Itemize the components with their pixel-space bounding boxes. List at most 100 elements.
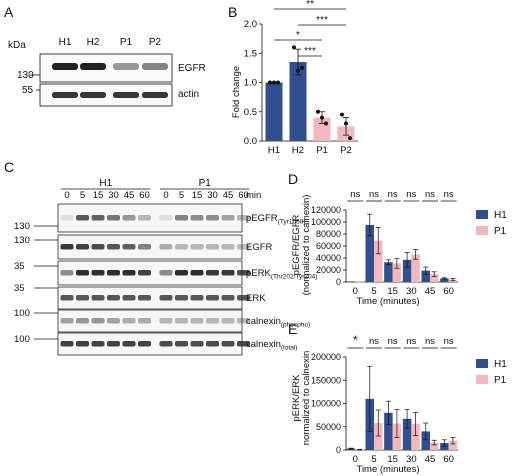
chart-e-sig-label-1: ns bbox=[369, 336, 379, 347]
panel-c-band-3-lane-2 bbox=[91, 295, 105, 301]
panel-c-band-3-lane-4 bbox=[122, 295, 136, 301]
panel-c-band-3-lane-8 bbox=[190, 295, 204, 301]
chart-d-ylabel2: (normalized to calnexin) bbox=[301, 195, 312, 296]
chart-d-ytick-label-6: 120000 bbox=[311, 205, 341, 215]
panel-c-timepoint-9: 30 bbox=[207, 190, 218, 201]
chart-e-bar-p1-30 bbox=[411, 423, 420, 450]
panel-c-timepoint-6: 0 bbox=[163, 190, 168, 201]
chart-b-sig-label-1: *** bbox=[316, 15, 328, 26]
panel-a-actin-band-h1 bbox=[52, 92, 78, 98]
panel-c-band-label-3: ERK bbox=[246, 293, 266, 304]
chart-d-xtick-label-60: 60 bbox=[443, 286, 454, 297]
chart-b-ytick-label-3: 1.5 bbox=[244, 48, 257, 59]
panel-a-actin-band-p1 bbox=[113, 92, 139, 98]
panel-a-lane-label-h1: H1 bbox=[59, 37, 72, 48]
panel-c-band-sub-5: (total) bbox=[281, 345, 298, 352]
panel-c-band-2-lane-5 bbox=[138, 270, 151, 276]
panel-c-group-p1: P1 bbox=[199, 178, 212, 189]
chart-d-xtick-label-30: 30 bbox=[406, 286, 417, 297]
panel-a-actin-band-p2 bbox=[142, 92, 168, 98]
panel-c-timepoint-2: 15 bbox=[93, 190, 104, 201]
chart-b-point-2-2 bbox=[324, 121, 328, 126]
panel-c-marker-5: 100 bbox=[14, 334, 30, 345]
panel-c-band-5-lane-6 bbox=[159, 341, 173, 347]
panel-c-band-4-lane-2 bbox=[91, 318, 105, 324]
chart-d-sig-label-3: ns bbox=[406, 189, 416, 200]
panel-c-band-0-lane-11 bbox=[237, 215, 250, 221]
panel-c-band-5-lane-1 bbox=[76, 341, 89, 347]
chart-e-sig-label-4: ns bbox=[425, 336, 435, 347]
panel-c-band-5-lane-0 bbox=[60, 341, 74, 347]
chart-e-xtick-label-30: 30 bbox=[406, 454, 417, 465]
chart-e-ylabel2: normalized to calnexin bbox=[301, 351, 312, 446]
chart-e-bar-p1-5 bbox=[374, 423, 383, 450]
panel-c-band-5-lane-9 bbox=[206, 341, 219, 347]
panel-a-actin-band-h2 bbox=[80, 92, 106, 98]
panel-c-band-5-lane-11 bbox=[237, 341, 250, 347]
panel-c-band-1-lane-7 bbox=[175, 244, 188, 250]
panel-c-band-1-lane-2 bbox=[91, 244, 105, 250]
chart-e-legend-label-p1: P1 bbox=[494, 375, 507, 386]
chart-b-xtick-label-h1: H1 bbox=[268, 145, 280, 156]
panel-a-egfr-band-p1 bbox=[113, 63, 139, 70]
panel-c-band-0-lane-5 bbox=[138, 215, 151, 221]
panel-c-band-2-lane-6 bbox=[159, 270, 173, 276]
chart-d-xtick-label-0: 0 bbox=[353, 286, 358, 297]
panel-c-timepoint-10: 45 bbox=[223, 190, 234, 201]
chart-b-point-0-0 bbox=[268, 80, 272, 85]
panel-c-band-2-lane-1 bbox=[76, 270, 89, 276]
panel-c-band-1-lane-9 bbox=[206, 244, 219, 250]
panel-c-band-0-lane-10 bbox=[221, 215, 235, 221]
chart-b-point-0-2 bbox=[276, 80, 280, 85]
panel-c-band-2-lane-10 bbox=[221, 270, 235, 276]
panel-c-timepoint-0: 0 bbox=[64, 190, 69, 201]
panel-c-band-0-lane-7 bbox=[175, 215, 188, 221]
chart-b-sig-label-2: * bbox=[296, 30, 300, 41]
chart-d-bar-h1-30 bbox=[402, 259, 412, 282]
panel-a-lane-label-p2: P2 bbox=[149, 37, 162, 48]
chart-e-xtick-label-15: 15 bbox=[387, 454, 398, 465]
chart-d-bar-p1-0 bbox=[355, 281, 364, 283]
panel-c-band-4-lane-4 bbox=[122, 318, 136, 324]
chart-e-xtick-label-45: 45 bbox=[425, 454, 436, 465]
panel-c-band-4-lane-7 bbox=[175, 318, 188, 324]
panel-a-lane-label-h2: H2 bbox=[87, 37, 100, 48]
chart-e-ytick-label-4: 200000 bbox=[311, 352, 341, 362]
chart-e-ytick-label-2: 100000 bbox=[311, 399, 341, 409]
chart-b-point-2-0 bbox=[316, 109, 320, 114]
panel-c-band-3-lane-5 bbox=[138, 295, 151, 301]
chart-d-bar-h1-45 bbox=[421, 270, 430, 282]
panel-c-band-4-lane-1 bbox=[76, 318, 89, 324]
panel-c-band-2-lane-11 bbox=[237, 270, 250, 276]
panel-c-band-1-lane-0 bbox=[60, 244, 74, 250]
chart-b-point-2-1 bbox=[320, 115, 324, 120]
panel-c-band-0-lane-3 bbox=[107, 215, 120, 221]
chart-e-sig-label-5: ns bbox=[444, 336, 454, 347]
panel-c-band-4-lane-9 bbox=[206, 318, 219, 324]
panel-c-band-3-lane-3 bbox=[107, 295, 120, 301]
chart-e-xlabel: Time (minutes) bbox=[357, 464, 420, 475]
panel-c-marker-0: 130 bbox=[14, 221, 30, 232]
panel-c-band-1-lane-4 bbox=[122, 244, 136, 250]
panel-c-timepoint-5: 60 bbox=[139, 190, 150, 201]
chart-b-bar-h1 bbox=[265, 82, 283, 141]
panel-c-band-1-lane-3 bbox=[107, 244, 120, 250]
panel-c-timepoint-7: 5 bbox=[179, 190, 184, 201]
chart-b-ytick-label-2: 1.0 bbox=[244, 78, 257, 89]
chart-d-xtick-label-5: 5 bbox=[371, 286, 376, 297]
panel-c-marker-2: 35 bbox=[14, 261, 25, 272]
panel-c-timepoint-4: 45 bbox=[124, 190, 135, 201]
chart-d-legend-label-p1: P1 bbox=[494, 226, 507, 237]
panel-c-marker-4: 100 bbox=[14, 308, 30, 319]
chart-e-legend-label-h1: H1 bbox=[494, 359, 507, 370]
chart-e-sig-label-3: ns bbox=[406, 336, 416, 347]
chart-e-ytick-label-3: 150000 bbox=[311, 375, 341, 385]
chart-e-legend-swatch-p1 bbox=[476, 375, 488, 384]
chart-b-sig-label-0: ** bbox=[306, 0, 314, 10]
chart-e-xtick-label-0: 0 bbox=[353, 454, 358, 465]
panel-c-band-5-lane-5 bbox=[138, 341, 151, 347]
panel-c-band-sub-0: (Tyr1068) bbox=[278, 219, 306, 226]
panel-a-egfr-band-h1 bbox=[52, 63, 78, 70]
chart-d-legend-label-h1: H1 bbox=[494, 210, 507, 221]
chart-b-ylabel: Fold change bbox=[231, 66, 242, 118]
